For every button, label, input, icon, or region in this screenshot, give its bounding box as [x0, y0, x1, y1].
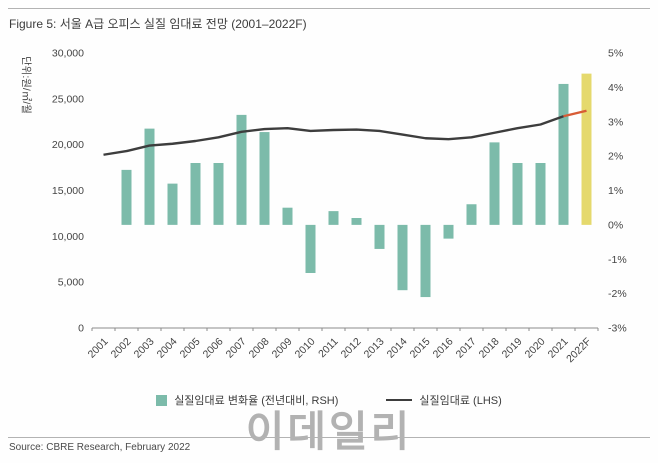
right-axis-tick: -1% [608, 254, 627, 266]
right-axis-tick: 2% [608, 151, 623, 163]
top-divider [8, 8, 650, 9]
legend-line-label: 실질임대료 (LHS) [419, 395, 502, 407]
x-axis-label: 2013 [362, 336, 387, 361]
right-axis-tick: 0% [608, 219, 623, 231]
x-axis-label: 2003 [132, 336, 157, 361]
x-axis-label: 2022F [564, 336, 594, 366]
left-axis-tick: 5,000 [58, 277, 84, 289]
x-axis-label: 2009 [270, 336, 295, 361]
source-note: Source: CBRE Research, February 2022 [9, 442, 191, 453]
x-axis-label: 2012 [339, 336, 364, 361]
x-axis-label: 2020 [523, 336, 548, 361]
legend-item-line-series: 실질임대료 (LHS) [386, 392, 502, 408]
legend-item-bar-series: 실질임대료 변화율 (전년대비, RSH) [156, 392, 338, 408]
bar-2010 [305, 224, 316, 273]
real-rent-line [103, 115, 564, 156]
right-axis-tick: 5% [608, 48, 623, 60]
bar-2015 [420, 224, 431, 298]
right-axis-tick: 4% [608, 82, 623, 94]
right-axis-tick: 1% [608, 185, 623, 197]
legend-line-swatch [386, 398, 413, 402]
x-axis-label: 2002 [109, 336, 134, 361]
bar-2008 [259, 132, 270, 225]
real-rent-line-forecast [563, 109, 587, 118]
bar-2017 [466, 204, 477, 225]
x-axis-label: 2016 [431, 336, 456, 361]
chart-svg: 0 5,000 10,000 15,000 20,000 25,000 30,000 -3% -… [52, 48, 627, 366]
x-axis-label: 2006 [201, 336, 226, 361]
bar-2004 [167, 183, 178, 225]
left-axis-tick: 15,000 [52, 185, 84, 197]
bar-2018 [489, 142, 500, 225]
x-axis-label: 2018 [477, 336, 502, 361]
x-axis-label: 2004 [155, 336, 180, 361]
chart-legend: 실질임대료 변화율 (전년대비, RSH) 실질임대료 (LHS) [0, 392, 658, 408]
figure-title: Figure 5: 서울 A급 오피스 실질 임대료 전망 (2001–2022… [9, 17, 307, 31]
legend-bar-swatch [156, 394, 168, 406]
x-axis-label: 2015 [408, 336, 433, 361]
right-axis-tick: -3% [608, 323, 627, 335]
x-axis-label: 2010 [293, 336, 318, 361]
x-axis-label: 2005 [178, 336, 203, 361]
bar-2013 [374, 224, 385, 249]
legend-bar-label: 실질임대료 변화율 (전년대비, RSH) [174, 395, 339, 407]
bar-2019 [512, 163, 523, 225]
bar-2022F [581, 73, 592, 225]
bar-2009 [282, 207, 293, 225]
left-axis-tick: 30,000 [52, 48, 84, 60]
left-axis-tick: 25,000 [52, 93, 84, 105]
left-axis-tick: 20,000 [52, 139, 84, 151]
bar-2011 [328, 211, 339, 225]
bar-2014 [397, 224, 408, 291]
right-axis-tick: -2% [608, 288, 627, 300]
bar-2021 [558, 83, 569, 225]
bottom-divider [8, 437, 650, 438]
bar-2020 [535, 163, 546, 225]
x-axis-label: 2017 [454, 336, 479, 361]
bar-2006 [213, 163, 224, 225]
left-axis-tick: 0 [78, 323, 84, 335]
left-axis-tick: 10,000 [52, 231, 84, 243]
x-axis-label: 2019 [500, 336, 525, 361]
bar-2005 [190, 163, 201, 225]
bar-2016 [443, 224, 454, 239]
x-axis-label: 2007 [224, 336, 249, 361]
x-axis-label: 2008 [247, 336, 272, 361]
right-axis-tick: 3% [608, 116, 623, 128]
bar-2012 [351, 218, 362, 225]
x-axis-label: 2001 [86, 336, 111, 361]
bar-2002 [121, 169, 132, 225]
x-axis-label: 2014 [385, 336, 410, 361]
bar-2007 [236, 114, 247, 225]
bar-2003 [144, 128, 155, 225]
x-axis-label: 2011 [316, 336, 341, 361]
